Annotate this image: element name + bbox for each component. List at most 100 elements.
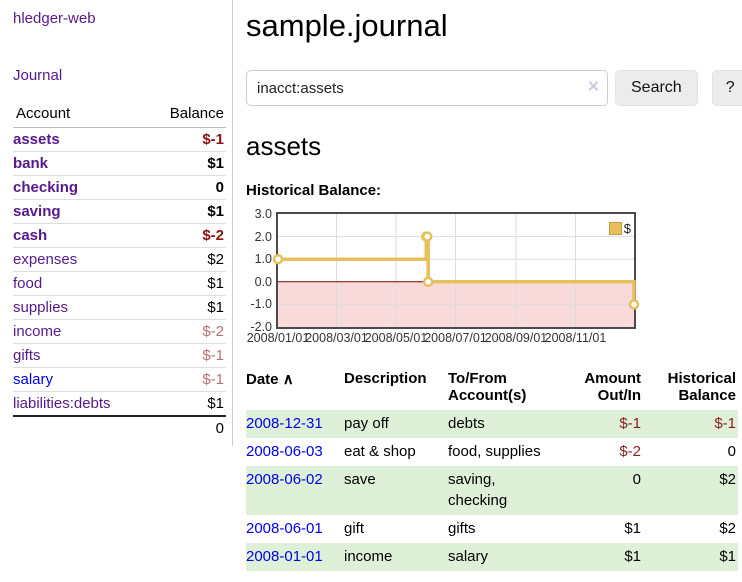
account-link[interactable]: gifts — [13, 347, 41, 364]
page-title: sample.journal — [246, 8, 448, 43]
historical-balance-chart: 3.0 2.0 1.0 0.0 -1.0 -2.0 $ 2008/01/01 2008/03… — [246, 207, 742, 346]
account-link[interactable]: food — [13, 275, 43, 292]
transaction-accounts: debts — [448, 415, 485, 432]
sort-ascending-icon: ∧ — [282, 371, 294, 388]
y-tick-label: -2.0 — [250, 320, 272, 334]
transaction-accounts: salary — [448, 547, 489, 565]
account-link[interactable]: saving — [13, 203, 61, 220]
y-tick-label: 0.0 — [254, 274, 272, 289]
account-link[interactable]: income — [13, 323, 62, 340]
transaction-balance: 0 — [727, 442, 736, 460]
date-header-label: Date — [246, 371, 279, 388]
clear-search-icon[interactable]: × — [587, 76, 599, 98]
chart-x-axis-labels: 2008/01/01 2008/03/01 2008/05/01 2008/07/01… — [247, 331, 636, 346]
account-balance: $1 — [145, 151, 226, 176]
legend-swatch-icon — [608, 222, 622, 235]
x-tick-label: 2008/11/01 — [544, 331, 607, 345]
account-balance: $-1 — [145, 367, 226, 392]
transaction-description: gift — [344, 520, 365, 537]
account-link[interactable]: bank — [13, 155, 49, 172]
search-box: × — [246, 70, 608, 106]
account-balance: $-1 — [202, 131, 224, 148]
account-balance: 0 — [145, 175, 226, 200]
register-header-date[interactable]: Date ∧ — [246, 368, 344, 410]
accounts-header-account: Account — [13, 102, 146, 128]
chart-y-axis-labels: 3.0 2.0 1.0 0.0 -1.0 -2.0 — [246, 207, 272, 334]
help-button[interactable]: ? — [711, 70, 742, 106]
transaction-accounts: saving, checking — [448, 470, 508, 510]
main-panel: sample.journal × Search ? assets Histori… — [233, 0, 742, 571]
transaction-accounts: gifts — [448, 520, 476, 537]
x-tick-label: 2008/05/01 — [364, 331, 428, 345]
search-input[interactable] — [246, 70, 608, 106]
account-link[interactable]: cash — [13, 227, 48, 244]
transaction-date-link[interactable]: 2008-06-01 — [246, 520, 323, 537]
transaction-amount: 0 — [632, 470, 641, 488]
register-header-row: Date ∧ Description To/From Account(s) Am… — [246, 368, 738, 410]
transaction-amount: $-1 — [619, 415, 641, 432]
account-link[interactable]: supplies — [13, 299, 69, 316]
transaction-date-link[interactable]: 2008-06-02 — [246, 470, 323, 488]
legend-label: $ — [623, 221, 631, 236]
account-balance: $1 — [145, 295, 226, 320]
app-title-link[interactable]: hledger-web — [13, 10, 96, 27]
sidebar: hledger-web Journal Account Balance asse… — [0, 0, 233, 446]
register-header-tofrom: To/From Account(s) — [448, 370, 527, 404]
register-row: 2008-06-01 gift gifts $1 $2 — [246, 515, 738, 543]
x-tick-label: 2008/07/01 — [424, 331, 487, 345]
sidebar-item-journal[interactable]: Journal — [13, 67, 63, 84]
transaction-amount: $1 — [624, 547, 641, 565]
accounts-total-row: 0 — [13, 415, 226, 440]
transaction-amount: $-2 — [619, 442, 641, 460]
account-balance: $2 — [145, 247, 226, 272]
account-row: bank $1 — [13, 151, 226, 176]
y-tick-label: 1.0 — [254, 252, 272, 267]
register-row: 2008-12-31 pay off debts $-1 $-1 — [246, 410, 738, 438]
accounts-table: Account Balance assets $-1 bank $1 check… — [13, 102, 226, 440]
transaction-balance: $-1 — [714, 415, 736, 432]
y-tick-label: 3.0 — [254, 207, 272, 221]
x-tick-label: 2008/01/01 — [246, 331, 310, 345]
account-row: gifts $-1 — [13, 343, 226, 368]
chart-title: Historical Balance: — [246, 182, 382, 199]
register-header-description: Description — [344, 370, 427, 387]
x-tick-label: 2008/09/01 — [484, 331, 548, 345]
account-link[interactable]: liabilities:debts — [13, 395, 111, 412]
search-button[interactable]: Search — [615, 70, 698, 106]
accounts-header-balance: Balance — [145, 102, 226, 128]
transaction-description: eat & shop — [344, 442, 416, 460]
transaction-date-link[interactable]: 2008-01-01 — [246, 547, 323, 565]
account-balance: $-1 — [145, 343, 226, 368]
account-row: food $1 — [13, 271, 226, 296]
transaction-date-link[interactable]: 2008-12-31 — [246, 415, 323, 432]
transaction-description: pay off — [344, 415, 389, 432]
transaction-date-link[interactable]: 2008-06-03 — [246, 442, 323, 460]
account-row: cash $-2 — [13, 223, 226, 248]
transaction-amount: $1 — [624, 520, 641, 537]
account-balance: $1 — [145, 271, 226, 296]
search-form: × Search ? — [246, 70, 742, 106]
account-row: salary $-1 — [13, 367, 226, 392]
register-header-balance: Historical Balance — [667, 370, 736, 404]
account-row: income $-2 — [13, 319, 226, 344]
account-link[interactable]: salary — [13, 371, 54, 388]
x-tick-label: 2008/03/01 — [305, 331, 368, 345]
transaction-description: income — [344, 547, 393, 565]
transaction-accounts: food, supplies — [448, 442, 541, 460]
transaction-balance: $2 — [719, 470, 736, 488]
register-row: 2008-01-01 income salary $1 $1 — [246, 542, 738, 571]
account-row: assets $-1 — [13, 128, 226, 152]
chart-legend: $ — [604, 221, 631, 236]
transaction-balance: $2 — [719, 520, 736, 537]
account-link[interactable]: assets — [13, 131, 60, 148]
y-tick-label: -1.0 — [250, 297, 272, 312]
account-link[interactable]: checking — [13, 179, 79, 196]
transaction-balance: $1 — [719, 547, 736, 565]
account-balance: $1 — [145, 391, 226, 416]
register-header-amount: Amount Out/In — [584, 370, 641, 404]
account-link[interactable]: expenses — [13, 251, 78, 268]
accounts-header-row: Account Balance — [13, 102, 226, 128]
account-row: checking 0 — [13, 175, 226, 200]
account-balance: $-2 — [145, 319, 226, 344]
